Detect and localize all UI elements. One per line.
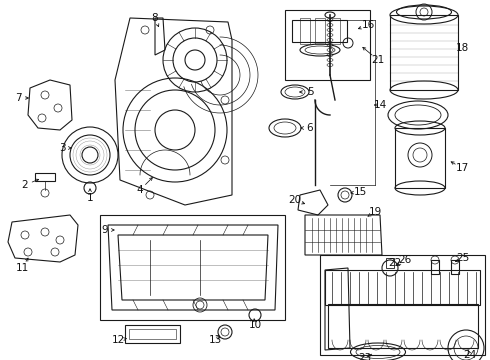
Text: 6: 6 [307,123,313,133]
Text: 15: 15 [353,187,367,197]
Text: 4: 4 [137,185,143,195]
Bar [129,329,176,339]
Bar [125,325,180,343]
Text: 11: 11 [15,263,28,273]
Bar [320,255,485,355]
Bar [431,260,439,274]
Bar [390,15,458,90]
Text: 18: 18 [455,43,468,53]
Text: 17: 17 [455,163,468,173]
Text: 24: 24 [464,350,477,360]
Text: 8: 8 [152,13,158,23]
Bar [315,18,325,44]
Text: 10: 10 [248,320,262,330]
Text: 23: 23 [358,353,371,360]
Text: 5: 5 [307,87,313,97]
Bar [330,18,340,44]
Bar [325,270,480,305]
Bar [35,173,55,181]
Text: 13: 13 [208,335,221,345]
Text: 25: 25 [456,253,469,263]
Bar [292,20,347,42]
Text: 12: 12 [111,335,124,345]
Text: 19: 19 [368,207,382,217]
Bar [451,260,459,274]
Text: 1: 1 [87,193,93,203]
Bar [100,215,285,320]
Text: 22: 22 [389,258,402,268]
Text: 16: 16 [362,20,375,30]
Bar [285,10,370,80]
Text: 3: 3 [59,143,65,153]
Text: 9: 9 [102,225,108,235]
Bar [300,18,310,44]
Text: 26: 26 [398,255,412,265]
Bar [386,258,394,268]
Text: 14: 14 [373,100,387,110]
Text: 7: 7 [15,93,21,103]
Text: 20: 20 [289,195,301,205]
Bar [395,128,445,188]
Text: 21: 21 [371,55,385,65]
Text: 2: 2 [22,180,28,190]
